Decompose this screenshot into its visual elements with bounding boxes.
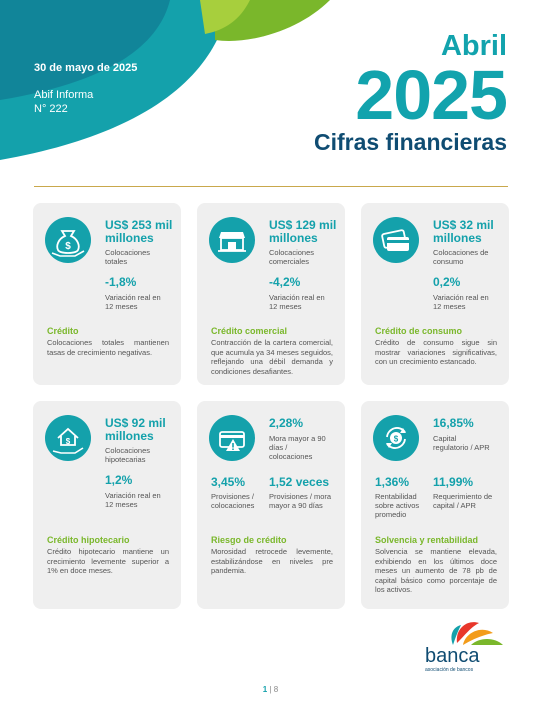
solvencia-capital-label: Capital regulatorio / APR — [433, 434, 490, 452]
card-hipotecario: $ US$ 92 mil millones Colocaciones hipot… — [33, 401, 181, 609]
hipotecario-pct-label: Variación real en 12 meses — [105, 491, 161, 509]
comercial-desc: Contracción de la cartera comercial, que… — [211, 338, 333, 376]
credito-pct: -1,8% — [105, 275, 137, 289]
page-total: | 8 — [269, 685, 279, 694]
comercial-title: Crédito comercial — [211, 326, 288, 336]
page-number: 1 | 8 — [0, 685, 541, 694]
comercial-amount-label: Colocaciones comerciales — [269, 248, 315, 266]
logo-subtitle: asociación de bancos — [425, 667, 474, 673]
hipotecario-desc: Crédito hipotecario mantiene un crecimie… — [47, 547, 169, 575]
card-credito: $ US$ 253 mil millones Colocaciones tota… — [33, 203, 181, 385]
comercial-pct-label: Variación real en 12 meses — [269, 293, 325, 311]
card-consumo: US$ 32 mil millones Colocaciones de cons… — [361, 203, 509, 385]
hipotecario-title: Crédito hipotecario — [47, 535, 130, 545]
consumo-amount-label: Colocaciones de consumo — [433, 248, 489, 266]
consumo-amount: US$ 32 mil millones — [433, 218, 494, 245]
credito-pct-label: Variación real en 12 meses — [105, 293, 161, 311]
divider — [34, 186, 508, 187]
consumo-pct-label: Variación real en 12 meses — [433, 293, 489, 311]
credito-amount: US$ 253 mil millones — [105, 218, 173, 245]
card-riesgo: 2,28% Mora mayor a 90 días / colocacione… — [197, 401, 345, 609]
credito-title: Crédito — [47, 326, 79, 336]
logo-wordmark: banca — [425, 645, 480, 667]
hipotecario-amount: US$ 92 mil millones — [105, 416, 166, 443]
svg-text:$: $ — [66, 437, 71, 446]
solvencia-req: 11,99% — [433, 475, 474, 489]
credito-amount-label: Colocaciones totales — [105, 248, 151, 266]
solvencia-title: Solvencia y rentabilidad — [375, 535, 479, 545]
house-hand-icon: $ — [45, 415, 91, 461]
riesgo-prov-label: Provisiones / colocaciones — [211, 492, 255, 510]
title-subtitle: Cifras financieras — [313, 129, 507, 155]
svg-text:$: $ — [394, 435, 399, 444]
credito-desc: Colocaciones totales mantienen tasas de … — [47, 338, 169, 357]
header-art — [0, 0, 541, 200]
money-bag-icon: $ — [45, 217, 91, 263]
banca-logo-icon — [451, 622, 503, 645]
solvencia-capital: 16,85% — [433, 416, 474, 430]
coin-cycle-icon: $ — [373, 415, 419, 461]
riesgo-prov: 3,45% — [211, 475, 246, 489]
comercial-pct: -4,2% — [269, 275, 301, 289]
title-month: Abril — [440, 30, 507, 62]
comercial-amount: US$ 129 mil millones — [269, 218, 337, 245]
credit-cards-icon — [373, 217, 419, 263]
solvencia-rent: 1,36% — [375, 475, 410, 489]
hipotecario-amount-label: Colocaciones hipotecarias — [105, 446, 151, 464]
riesgo-veces: 1,52 veces — [269, 475, 330, 489]
riesgo-veces-label: Provisiones / mora mayor a 90 días — [269, 492, 332, 510]
header-shapes — [0, 0, 330, 160]
riesgo-desc: Morosidad retrocede levemente, estabiliz… — [211, 547, 333, 575]
issue-publication: Abif Informa — [34, 89, 94, 101]
solvencia-desc: Solvencia se mantiene elevada, exhibiend… — [375, 547, 497, 594]
riesgo-title: Riesgo de crédito — [211, 535, 287, 545]
solvencia-req-label: Requerimiento de capital / APR — [433, 492, 493, 510]
card-solvencia: $ 16,85% Capital regulatorio / APR 1,36%… — [361, 401, 509, 609]
riesgo-mora-label: Mora mayor a 90 días / colocaciones — [269, 434, 326, 461]
hipotecario-pct: 1,2% — [105, 473, 133, 487]
store-icon — [209, 217, 255, 263]
riesgo-mora: 2,28% — [269, 416, 304, 430]
page-current: 1 — [262, 685, 268, 694]
solvencia-rent-label: Rentabilidad sobre activos promedio — [375, 492, 420, 519]
issue-info: Abif Informa N° 222 — [34, 88, 93, 116]
consumo-desc: Crédito de consumo sigue sin mostrar var… — [375, 338, 497, 366]
title-block: Abril 2025 Cifras financieras — [313, 30, 508, 156]
title-year: 2025 — [355, 56, 508, 134]
consumo-pct: 0,2% — [433, 275, 461, 289]
card-comercial: US$ 129 mil millones Colocaciones comerc… — [197, 203, 345, 385]
consumo-title: Crédito de consumo — [375, 326, 463, 336]
svg-text:$: $ — [65, 241, 71, 252]
warning-card-icon — [209, 415, 255, 461]
issue-number: N° 222 — [34, 103, 68, 115]
report-date: 30 de mayo de 2025 — [34, 62, 138, 74]
